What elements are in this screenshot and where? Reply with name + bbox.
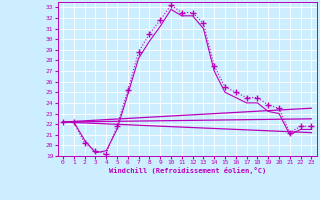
X-axis label: Windchill (Refroidissement éolien,°C): Windchill (Refroidissement éolien,°C) bbox=[108, 167, 266, 174]
